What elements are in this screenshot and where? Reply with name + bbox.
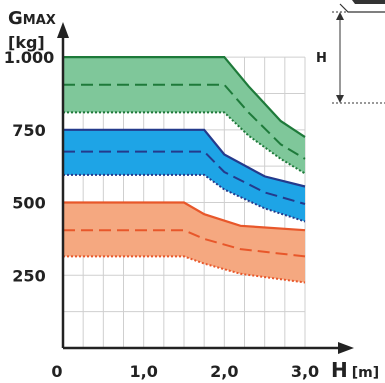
x-tick-label: 1,0 [129,362,157,381]
x-tick-label: 2,0 [210,362,238,381]
inset-h-label: H [316,51,327,66]
tick-labels: 250 500 750 1.000 0 1,0 2,0 3,0 [4,48,319,381]
y-tick-label: 250 [12,266,45,285]
y-tick-label: 750 [12,121,45,140]
band-mid-line [63,150,306,205]
load-bands [63,56,306,284]
inset-fork-shape [352,0,385,4]
inset-arrow-up [336,12,344,20]
load-band-2 [63,128,306,223]
y-axis-arrow [57,22,69,38]
band-max-line [63,56,306,139]
y-axis-unit: [kg] [8,33,45,52]
height-inset-diagram: H [316,0,385,104]
inset-arrow-down [336,95,344,103]
band-max-line [63,128,306,188]
band-min-line [63,173,306,223]
y-axis-label: GMAX [8,8,56,29]
inset-fork-outline [339,3,385,13]
band-mid-line [63,83,306,160]
band-fill [63,202,305,283]
x-tick-label: 3,0 [291,362,319,381]
x-axis-label: H [m] [331,358,379,382]
band-min-line [63,111,306,175]
y-tick-label: 500 [12,194,45,213]
load-band-1 [63,56,306,175]
band-mid-line [63,229,306,258]
load-band-3 [63,201,306,284]
x-tick-label: 0 [51,362,62,381]
band-min-line [63,255,306,284]
y-tick-label: 1.000 [4,48,55,67]
axes [57,22,354,354]
band-fill [63,57,305,174]
band-max-line [63,201,306,232]
x-axis-arrow [338,342,354,354]
